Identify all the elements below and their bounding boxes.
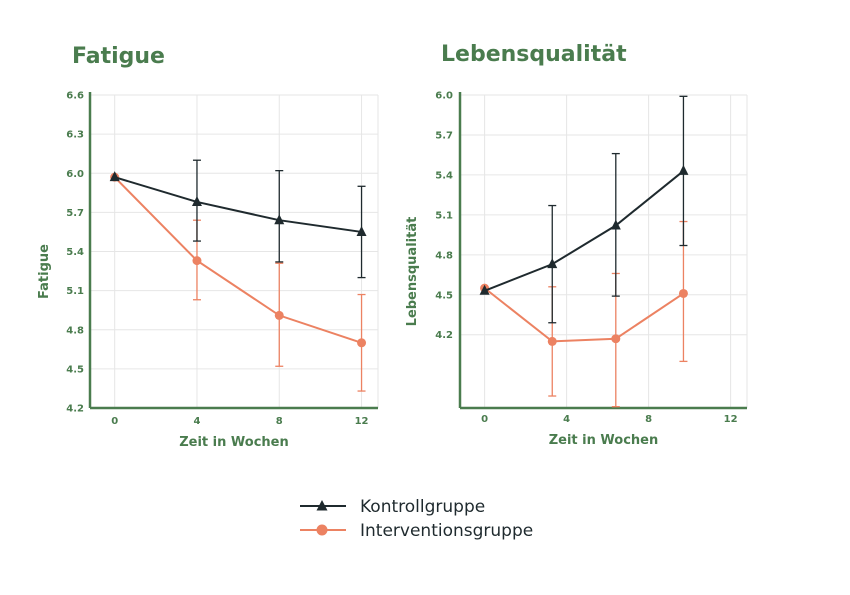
- data-point: [678, 288, 688, 298]
- y-tick-label: 6.6: [66, 91, 84, 102]
- y-tick-label: 6.0: [66, 169, 84, 180]
- series-line: [113, 176, 362, 344]
- y-tick-label: 4.2: [435, 330, 453, 341]
- y-tick-label: 4.8: [66, 325, 84, 336]
- y-tick-label: 4.5: [435, 290, 453, 301]
- legend-item-interventionsgruppe: Interventionsgruppe: [300, 521, 533, 541]
- y-tick-label: 4.5: [66, 364, 84, 375]
- x-tick-label: 4: [193, 416, 200, 427]
- series-interventionsgruppe: [480, 220, 688, 408]
- series-kontrollgruppe: [109, 159, 367, 279]
- circle-marker-icon: [316, 524, 328, 536]
- x-tick-label: 8: [276, 416, 283, 427]
- data-point: [678, 164, 689, 175]
- y-tick-label: 5.7: [435, 130, 453, 141]
- data-point: [547, 258, 558, 269]
- data-point: [610, 219, 621, 230]
- x-tick-label: 0: [111, 416, 118, 427]
- y-axis-label: Lebensqualität: [405, 217, 420, 327]
- y-tick-label: 5.1: [66, 286, 84, 297]
- legend-label-interventionsgruppe: Interventionsgruppe: [360, 521, 533, 541]
- data-point: [356, 225, 367, 236]
- triangle-marker-icon: [316, 500, 328, 511]
- chart-title: Fatigue: [72, 44, 165, 69]
- data-point: [191, 195, 202, 206]
- x-tick-label: 4: [563, 414, 570, 425]
- x-tick-label: 8: [645, 414, 652, 425]
- series-line: [484, 170, 685, 292]
- data-point: [274, 214, 285, 225]
- x-tick-label: 12: [355, 416, 369, 427]
- y-tick-label: 5.4: [66, 247, 84, 258]
- series-line: [114, 176, 362, 233]
- series-kontrollgruppe: [479, 95, 689, 324]
- y-axis-label: Fatigue: [37, 244, 52, 299]
- y-tick-label: 5.7: [66, 208, 84, 219]
- y-tick-label: 6.0: [435, 91, 453, 102]
- x-axis-label: Zeit in Wochen: [549, 433, 659, 448]
- data-point: [357, 338, 367, 348]
- chart-title: Lebensqualität: [441, 42, 627, 67]
- lebensqualitaet-chart: 4.2 4.5 4.8 5.1 5.4 5.7 6.0 0 4 8 12 Lebensqualität…: [405, 42, 748, 448]
- data-point: [479, 284, 490, 295]
- y-tick-label: 4.8: [435, 250, 453, 261]
- legend-item-kontrollgruppe: Kontrollgruppe: [300, 497, 485, 517]
- legend: Kontrollgruppe Interventionsgruppe: [300, 497, 533, 541]
- legend-label-kontrollgruppe: Kontrollgruppe: [360, 497, 485, 517]
- x-tick-label: 0: [481, 414, 488, 425]
- y-tick-label: 5.4: [435, 170, 453, 181]
- series-line: [483, 287, 685, 343]
- data-point: [109, 171, 120, 182]
- data-point: [547, 336, 557, 346]
- fatigue-chart: 4.2 4.5 4.8 5.1 5.4 5.7 6.0 6.3 6.6 0 4 8 12 Fatigue Z…: [37, 44, 379, 450]
- y-tick-label: 4.2: [66, 404, 84, 415]
- y-tick-label: 5.1: [435, 210, 453, 221]
- series-interventionsgruppe: [110, 172, 367, 392]
- data-point: [192, 256, 202, 266]
- data-point: [611, 334, 621, 344]
- y-tick-label: 6.3: [66, 130, 84, 141]
- data-point: [274, 310, 284, 320]
- x-tick-label: 12: [724, 414, 738, 425]
- x-axis-label: Zeit in Wochen: [179, 435, 289, 450]
